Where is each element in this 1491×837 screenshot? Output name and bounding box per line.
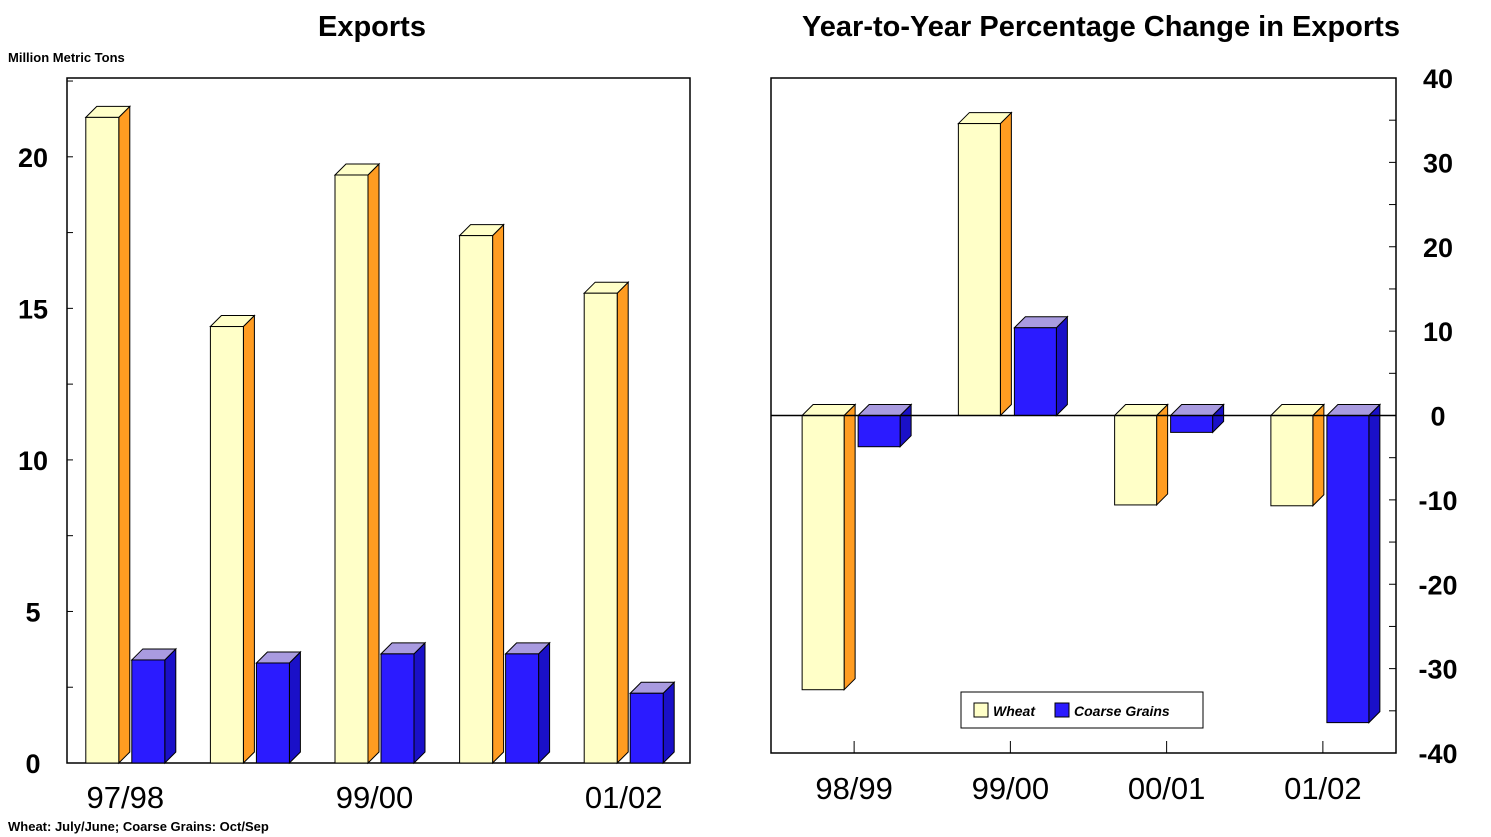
left-wheat-bar	[458, 223, 505, 765]
left-wheat-bar-front	[583, 292, 618, 764]
right-coarse-grains-bar-front	[1326, 415, 1370, 724]
right-wheat-bar	[957, 111, 1013, 417]
left-y-tick-label: 0	[25, 749, 40, 779]
left-coarse-grains-bar	[504, 641, 551, 765]
left-coarse-grains-bar	[255, 650, 302, 765]
legend-wheat-label: Wheat	[993, 703, 1036, 719]
right-coarse-grains-bar-front	[1170, 415, 1214, 433]
left-coarse-grains-bar	[379, 641, 427, 765]
right-wheat-bar-side	[1156, 403, 1169, 507]
right-y-tick-label: -30	[1418, 655, 1457, 685]
left-wheat-bar-front	[209, 326, 244, 764]
right-y-tick-label: -10	[1418, 486, 1457, 516]
left-y-tick-label: 5	[25, 597, 40, 627]
right-y-tick-label: -20	[1418, 570, 1457, 600]
legend: Wheat Coarse Grains	[960, 691, 1204, 729]
left-chart-unit-label: Million Metric Tons	[8, 50, 125, 65]
left-chart-title: Exports	[318, 11, 426, 43]
left-wheat-bar-side	[242, 314, 255, 765]
left-wheat-bar-side	[492, 223, 505, 765]
right-x-tick-label: 99/00	[972, 771, 1050, 806]
left-plot-frame	[66, 77, 691, 764]
left-coarse-grains-bar-side	[164, 647, 177, 765]
right-y-tick-label: 40	[1423, 64, 1453, 94]
right-y-tick-label: 30	[1423, 148, 1453, 178]
right-y-tick-label: 0	[1430, 402, 1445, 432]
right-y-tick-label: 10	[1423, 317, 1453, 347]
left-y-tick-label: 20	[18, 143, 48, 173]
right-x-tick-label: 01/02	[1284, 771, 1362, 806]
left-coarse-grains-bar-front	[131, 659, 166, 764]
left-coarse-grains-bar-front	[505, 653, 540, 764]
left-x-tick-label: 01/02	[585, 780, 663, 815]
right-coarse-grains-bar	[1169, 403, 1225, 434]
right-wheat-bar-side	[1312, 403, 1325, 507]
left-x-tick-label: 99/00	[336, 780, 414, 815]
right-wheat-bar	[800, 403, 857, 691]
left-wheat-bar	[582, 280, 630, 765]
left-coarse-grains-bar-front	[380, 653, 415, 764]
legend-coarse-grains-swatch	[1054, 702, 1070, 718]
right-wheat-bar-side	[843, 403, 856, 691]
left-wheat-bar	[84, 105, 132, 765]
right-wheat-bar	[1269, 403, 1326, 507]
right-chart-plot: -40 -30 -20 -10 0 10 20 30 40 98/99 99/00 00/01 01/0…	[770, 64, 1458, 806]
left-x-tick-label: 97/98	[87, 780, 165, 815]
season-footnote: Wheat: July/June; Coarse Grains: Oct/Sep	[8, 819, 269, 834]
left-y-tick-label: 10	[18, 446, 48, 476]
left-coarse-grains-bar-side	[538, 641, 551, 765]
right-coarse-grains-bar	[856, 403, 913, 448]
right-wheat-bar-front	[1270, 415, 1314, 507]
left-coarse-grains-bar-front	[255, 662, 290, 764]
right-wheat-bar-front	[1114, 415, 1158, 506]
right-coarse-grains-bar	[1325, 403, 1382, 724]
left-wheat-bar-side	[616, 280, 629, 765]
left-coarse-grains-bar	[628, 681, 676, 765]
legend-wheat-swatch	[973, 702, 989, 718]
left-coarse-grains-bar-side	[413, 641, 426, 765]
left-chart-plot: 0 5 10 15 20 97/98 99/00 01/02	[18, 77, 691, 815]
left-coarse-grains-bar-front	[629, 692, 664, 764]
right-wheat-bar-front	[957, 123, 1001, 416]
right-wheat-bar-side	[999, 111, 1012, 417]
right-y-tick-label: 20	[1423, 233, 1453, 263]
legend-box	[960, 691, 1204, 729]
left-coarse-grains-bar-side	[288, 650, 301, 765]
left-coarse-grains-bar	[130, 647, 178, 765]
right-y-tick-label: -40	[1418, 739, 1457, 769]
right-x-tick-label: 00/01	[1128, 771, 1206, 806]
right-coarse-grains-bar-side	[1055, 315, 1068, 417]
left-y-tick-label: 15	[18, 294, 48, 324]
left-wheat-bar-side	[367, 162, 380, 765]
right-coarse-grains-bar-front	[857, 415, 901, 448]
right-wheat-bar	[1113, 403, 1169, 507]
right-x-tick-label: 98/99	[815, 771, 893, 806]
right-wheat-bar-front	[801, 415, 845, 691]
right-coarse-grains-bar-side	[1368, 403, 1381, 724]
left-wheat-bar-front	[459, 235, 494, 764]
left-wheat-bar	[333, 162, 381, 765]
right-coarse-grains-bar	[1013, 315, 1069, 417]
left-wheat-bar-front	[334, 174, 369, 764]
legend-coarse-grains-label: Coarse Grains	[1074, 703, 1170, 719]
right-coarse-grains-bar-front	[1013, 327, 1057, 416]
right-chart-title: Year-to-Year Percentage Change in Export…	[802, 11, 1400, 43]
left-wheat-bar-front	[85, 116, 120, 764]
left-wheat-bar	[209, 314, 256, 765]
left-wheat-bar-side	[118, 105, 131, 765]
left-coarse-grains-bar-side	[662, 681, 675, 765]
